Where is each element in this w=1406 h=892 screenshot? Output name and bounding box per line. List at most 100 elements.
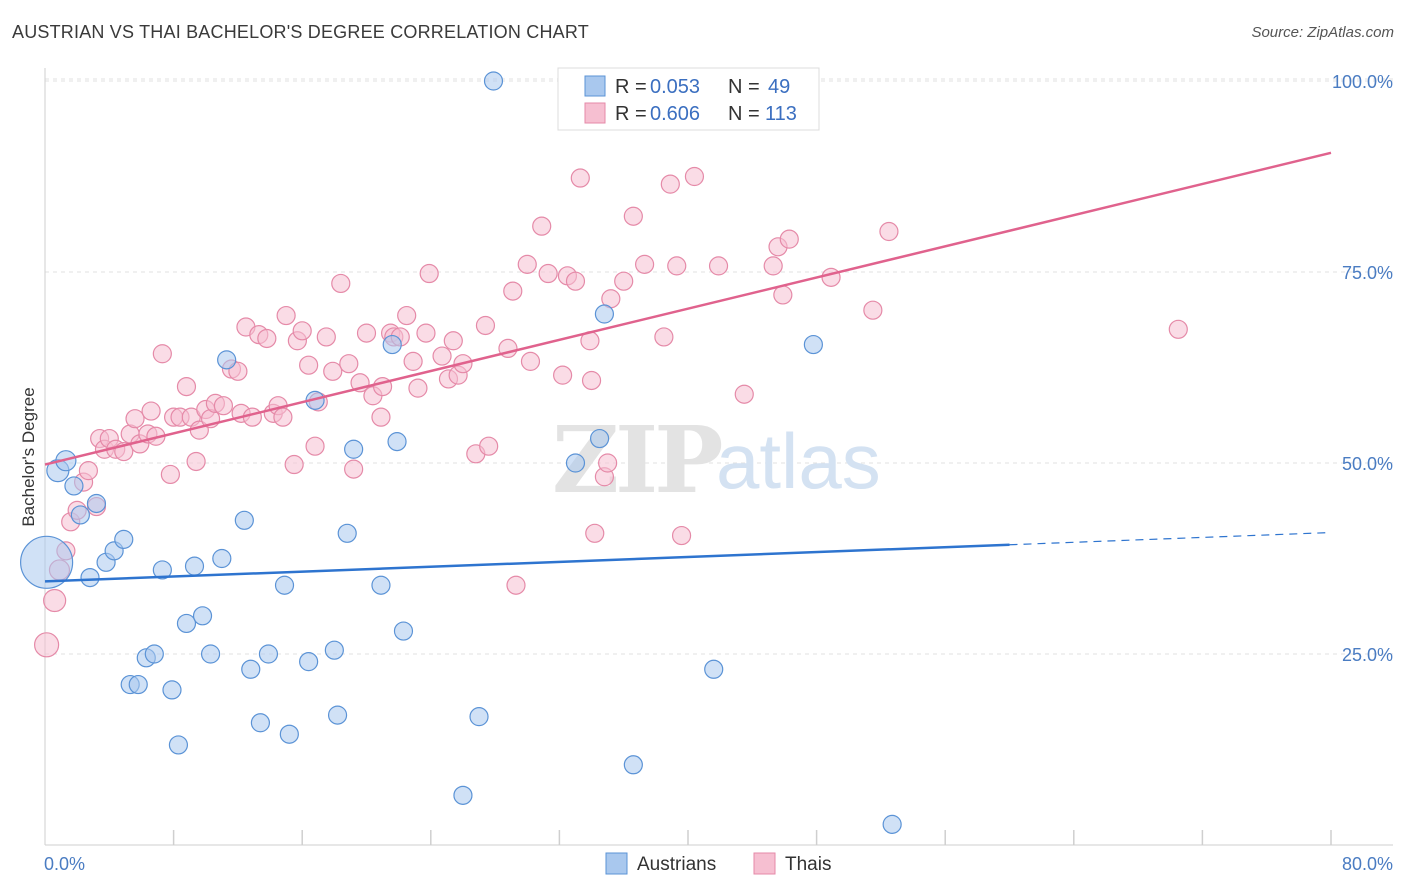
thais-point (257, 328, 277, 349)
bottom-legend-label-austrians: Austrians (637, 854, 716, 875)
legend-n-label-austrians: N = (728, 76, 760, 98)
austrians-point (371, 575, 391, 595)
thais-point (292, 321, 312, 341)
thais-series (34, 166, 1188, 658)
thais-point (299, 355, 319, 375)
austrians-point (623, 755, 643, 775)
austrians-point (184, 556, 205, 576)
thais-point (879, 221, 899, 242)
thais-point (585, 523, 605, 543)
thais-point (356, 323, 377, 343)
thais-point (1168, 319, 1188, 339)
thais-point (667, 256, 687, 276)
thais-point (520, 351, 541, 371)
austrians-series (20, 71, 902, 834)
austrians-point (258, 644, 279, 664)
legend-box: R = 0.053 N = 49 R = 0.606 N = 113 (557, 67, 820, 131)
thais-point (565, 271, 586, 291)
thais-point (479, 436, 499, 456)
thais-point (397, 305, 417, 326)
thais-point (276, 305, 296, 326)
austrians-point (80, 567, 100, 588)
legend-r-value-austrians: 0.053 (650, 76, 700, 98)
y-tick-label-100: 100.0% (1332, 72, 1393, 92)
austrians-point (393, 621, 414, 641)
austrians-point (176, 613, 197, 634)
thais-point (598, 453, 618, 473)
austrians-point (382, 334, 402, 355)
legend-r-label-thais: R = (615, 103, 647, 125)
thais-point (34, 632, 60, 658)
thais-point (779, 229, 799, 249)
thais-point (553, 365, 573, 385)
austrians-point (469, 707, 489, 727)
thais-point (443, 331, 463, 351)
thais-point (517, 254, 537, 274)
austrians-point (152, 560, 172, 580)
thais-point (708, 256, 729, 276)
austrians-point (337, 523, 357, 543)
thais-point (503, 281, 523, 301)
trend-lines (44, 151, 1332, 583)
austrians-point (162, 680, 182, 700)
austrians-point (594, 304, 615, 324)
thais-point (403, 351, 423, 371)
thais-point (623, 206, 643, 226)
thais-point (532, 216, 552, 236)
y-tick-label-75: 75.0% (1342, 263, 1393, 283)
thais-point (773, 285, 793, 305)
austrians-point (168, 735, 189, 755)
thais-point (538, 263, 558, 284)
thais-point (152, 344, 172, 364)
thais-point (160, 464, 180, 485)
austrians-point (128, 674, 148, 695)
austrians-point (589, 428, 610, 449)
austrians-point (324, 640, 344, 660)
austrians-point (387, 432, 407, 452)
austrians-point (64, 476, 84, 496)
thais-point (821, 267, 841, 287)
thais-point (734, 384, 754, 404)
austrians-point (250, 713, 271, 733)
legend-swatch-austrians (584, 75, 606, 97)
thais-point (316, 327, 336, 347)
y-tick-labels: 25.0% 50.0% 75.0% 100.0% (1332, 72, 1393, 665)
thais-point (78, 461, 99, 481)
thais-point (634, 254, 655, 274)
y-tick-label-50: 50.0% (1342, 454, 1393, 474)
austrians-point (453, 785, 473, 805)
bottom-legend: Austrians Thais (605, 852, 831, 875)
thais-point (176, 377, 197, 397)
austrians-point (344, 439, 364, 459)
thais-point (242, 407, 262, 427)
thais-point (186, 451, 206, 472)
thais-point (863, 300, 883, 320)
bottom-legend-swatch-austrians (605, 852, 628, 875)
thais-point (671, 525, 692, 546)
legend-n-value-thais: 113 (765, 103, 797, 125)
austrians-point (234, 510, 254, 530)
austrians-point (299, 652, 319, 672)
thais-point (141, 401, 161, 421)
thais-point (228, 361, 248, 381)
thais-point (339, 354, 359, 374)
thais-point (284, 454, 304, 475)
thais-point (684, 166, 705, 187)
thais-point (371, 407, 391, 427)
austrians-point (279, 724, 299, 744)
watermark-atlas: atlas (716, 417, 881, 505)
bottom-legend-swatch-thais (753, 852, 776, 875)
y-axis-label: Bachelor's Degree (19, 387, 38, 526)
thais-point (475, 315, 496, 336)
watermark: ZIP atlas (552, 406, 881, 514)
austrians-point (86, 493, 107, 514)
legend-n-value-austrians: 49 (768, 76, 790, 98)
thais-point (614, 271, 634, 291)
thais-point (416, 323, 436, 343)
austrians-point (483, 71, 504, 91)
thais-point (763, 256, 783, 276)
austrians-point (144, 644, 164, 664)
thais-point (125, 409, 145, 429)
bottom-legend-label-thais: Thais (785, 854, 831, 875)
